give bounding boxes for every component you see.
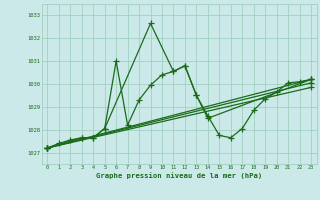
- X-axis label: Graphe pression niveau de la mer (hPa): Graphe pression niveau de la mer (hPa): [96, 172, 262, 179]
